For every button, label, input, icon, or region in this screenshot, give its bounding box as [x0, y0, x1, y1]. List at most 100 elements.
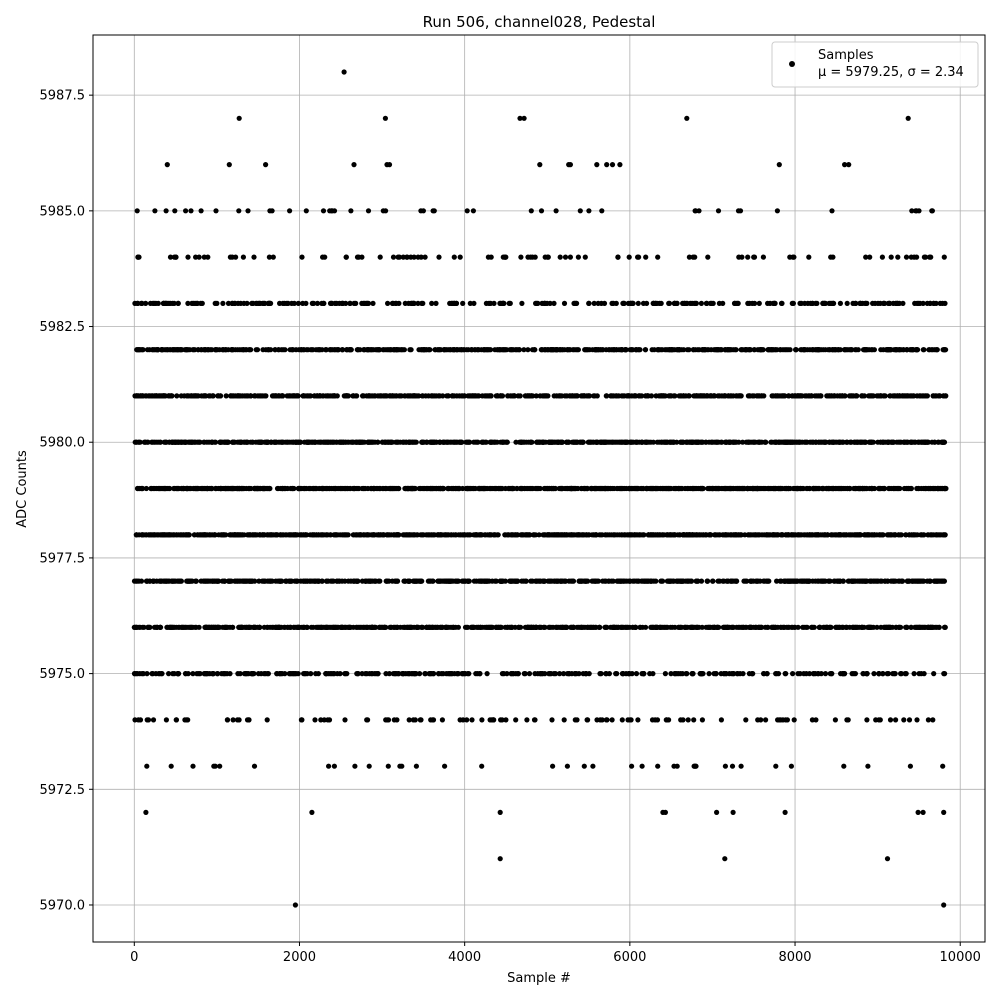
data-point [134, 671, 141, 677]
data-point [877, 393, 883, 399]
data-point [843, 532, 849, 538]
data-point [729, 671, 735, 677]
data-point [246, 717, 252, 723]
data-point [394, 717, 400, 723]
data-point [320, 485, 326, 492]
data-point [783, 671, 789, 677]
data-point [287, 532, 293, 538]
data-point [201, 439, 207, 445]
data-point [674, 763, 680, 769]
data-point [157, 671, 163, 677]
data-point [780, 393, 787, 399]
data-point [837, 578, 843, 584]
data-point [822, 439, 828, 445]
data-point [427, 485, 434, 492]
data-point [563, 439, 570, 445]
data-point [566, 671, 572, 677]
data-point [318, 717, 324, 723]
data-point [273, 439, 279, 445]
data-point [770, 624, 777, 630]
data-point [375, 439, 381, 445]
data-point [511, 393, 517, 399]
data-point [901, 717, 907, 723]
data-point [299, 532, 305, 538]
data-point [364, 624, 370, 630]
data-point [941, 393, 947, 399]
data-point [722, 439, 728, 445]
data-point [254, 485, 261, 492]
data-point [136, 624, 142, 630]
data-point [178, 393, 184, 399]
data-point [356, 439, 363, 445]
data-point [537, 439, 543, 445]
data-point [808, 393, 815, 399]
data-point [301, 485, 307, 492]
data-point [138, 578, 145, 584]
data-point [250, 532, 256, 538]
data-point [926, 578, 933, 584]
data-point [668, 671, 674, 677]
data-point [230, 717, 236, 723]
data-point [761, 671, 767, 677]
data-point [499, 578, 505, 584]
data-point [847, 485, 853, 492]
data-point [810, 671, 817, 677]
data-point [868, 393, 874, 399]
data-point [666, 717, 672, 723]
data-point [507, 578, 513, 584]
series-level-5975 [131, 671, 948, 677]
data-point [635, 717, 641, 723]
data-point [320, 393, 326, 399]
data-point [758, 717, 764, 723]
data-point [413, 671, 419, 677]
data-point [285, 624, 291, 630]
data-point [290, 439, 296, 445]
data-point [920, 532, 927, 538]
data-point [764, 532, 770, 538]
data-point [763, 439, 769, 445]
data-point [414, 624, 420, 630]
data-point [508, 485, 514, 492]
data-point [413, 763, 419, 769]
data-point [330, 671, 336, 677]
data-point [586, 393, 593, 399]
series-level-5973 [144, 763, 946, 769]
data-point [902, 671, 908, 677]
data-point [315, 439, 321, 445]
data-point [599, 717, 605, 723]
data-point [318, 532, 324, 538]
data-point [561, 717, 567, 723]
data-point [296, 485, 302, 492]
data-point [871, 485, 878, 492]
data-point [350, 393, 356, 399]
data-point [323, 624, 329, 630]
data-point [145, 717, 152, 723]
data-point [466, 439, 472, 445]
data-point [658, 532, 664, 538]
data-point [635, 485, 642, 492]
data-point [660, 578, 666, 584]
data-point [404, 485, 410, 492]
data-point [793, 485, 800, 492]
data-point [489, 439, 495, 445]
data-point [149, 671, 155, 677]
data-point [823, 624, 829, 630]
data-point [429, 439, 435, 445]
data-point [676, 485, 682, 492]
data-point [371, 578, 377, 584]
data-point [648, 439, 654, 445]
data-point [545, 532, 551, 538]
data-point [384, 532, 390, 538]
data-point [222, 671, 228, 677]
data-point [842, 393, 848, 399]
data-point [471, 578, 477, 584]
data-point [170, 532, 176, 538]
data-point [219, 671, 225, 677]
data-point [460, 671, 466, 677]
data-point [420, 485, 426, 492]
data-point [473, 532, 480, 538]
data-point [472, 393, 478, 399]
data-point [844, 717, 850, 723]
data-point [180, 532, 186, 538]
data-point [461, 393, 467, 399]
